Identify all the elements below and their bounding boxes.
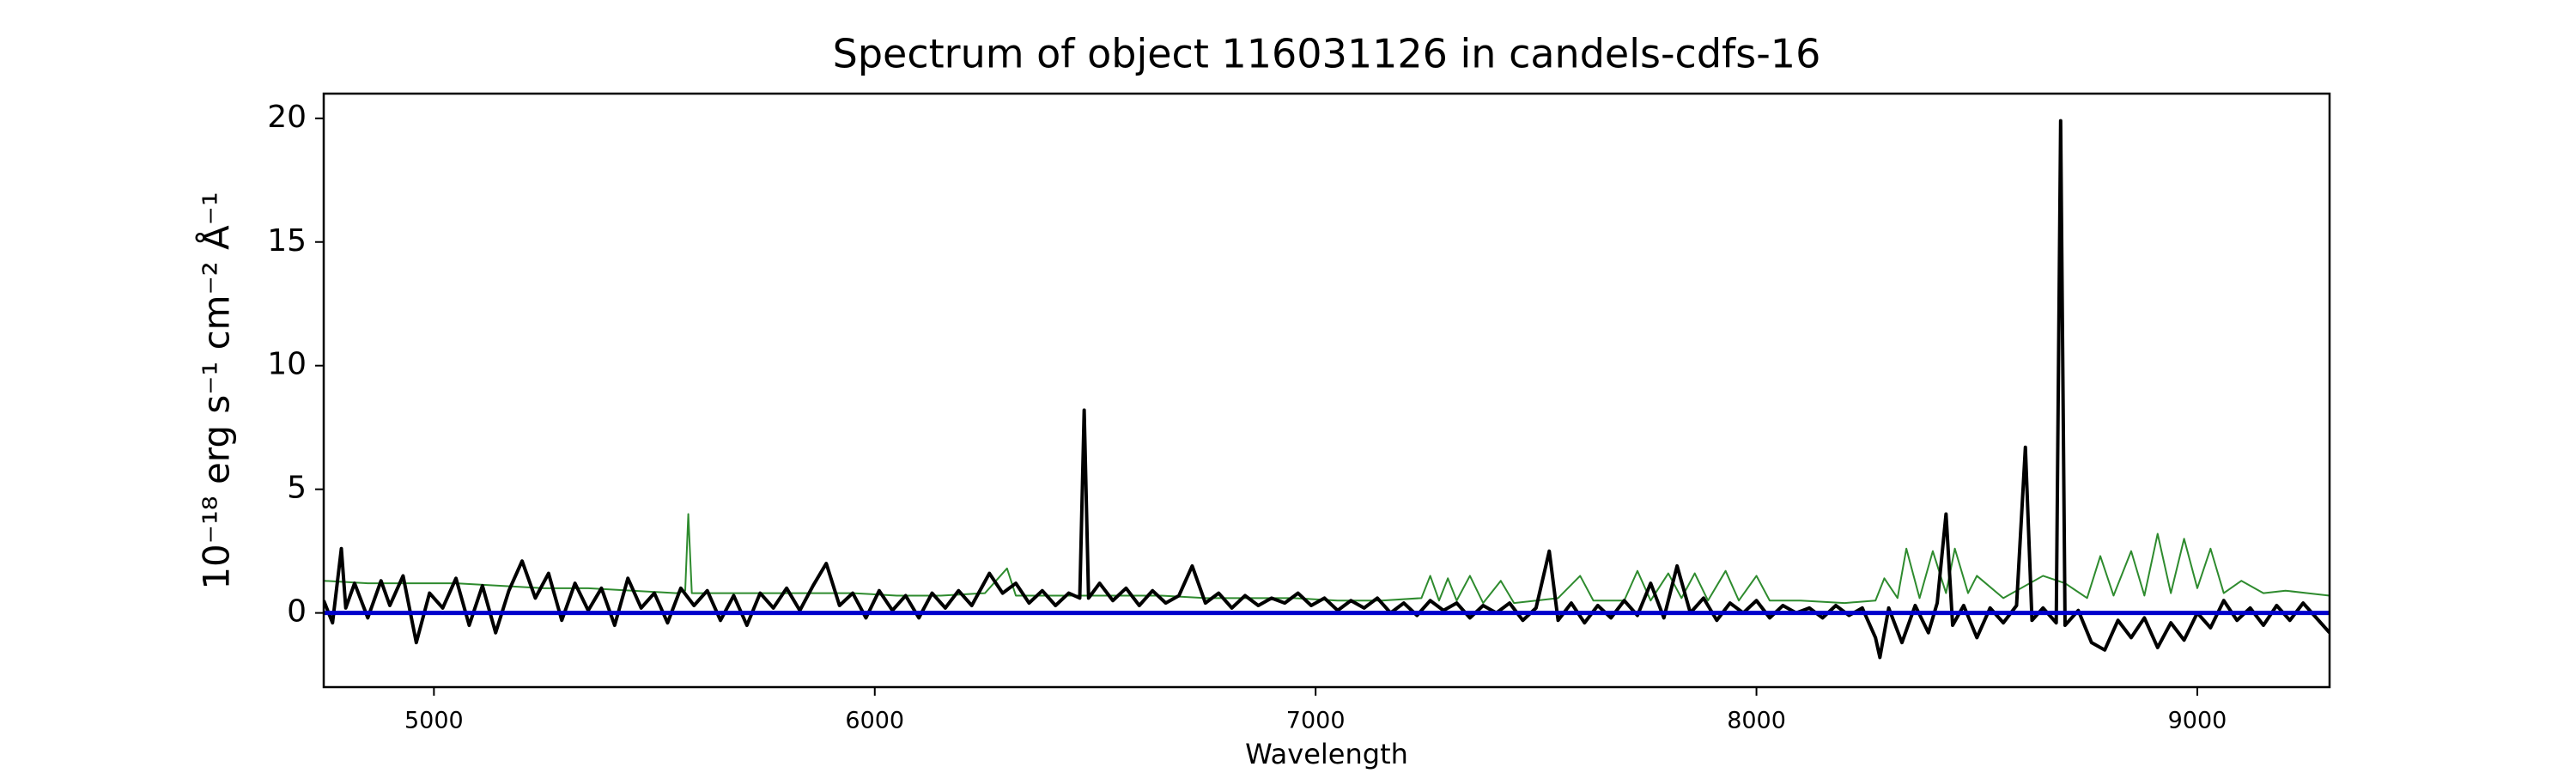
chart-title: Spectrum of object 116031126 in candels-… [833, 31, 1821, 77]
x-tick-label: 7000 [1286, 708, 1346, 734]
y-tick-label: 20 [267, 100, 307, 135]
x-tick-label: 8000 [1727, 708, 1786, 734]
x-tick-label: 6000 [845, 708, 904, 734]
y-tick-label: 5 [287, 471, 307, 506]
y-axis-label: 10⁻¹⁸ erg s⁻¹ cm⁻² Å⁻¹ [195, 192, 238, 589]
x-tick-label: 9000 [2168, 708, 2227, 734]
y-tick-label: 10 [267, 347, 307, 382]
spectrum-line [324, 119, 2330, 660]
plot-area [324, 119, 2330, 660]
x-tick-label: 5000 [404, 708, 464, 734]
x-axis-label: Wavelength [1245, 738, 1408, 770]
y-tick-label: 15 [267, 223, 307, 259]
y-tick-label: 0 [287, 594, 307, 630]
axes-frame [322, 92, 2331, 689]
